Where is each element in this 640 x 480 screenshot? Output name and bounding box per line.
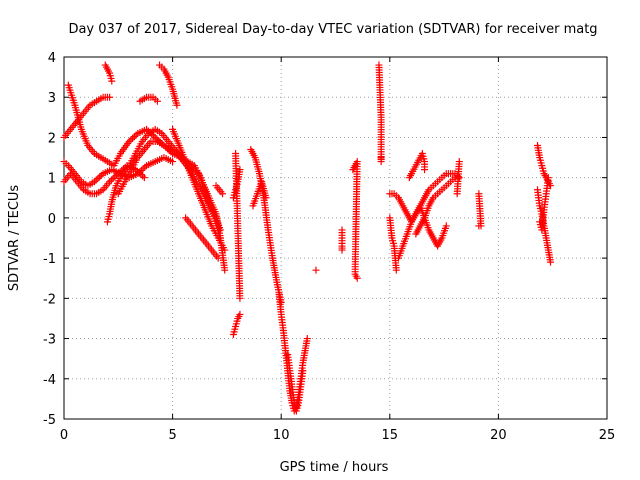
- data-point: [221, 266, 229, 274]
- data-point: [338, 246, 346, 254]
- x-tick-label: 0: [60, 428, 68, 443]
- series-arc27: [412, 174, 459, 238]
- y-tick-label: 1: [48, 172, 56, 187]
- series-arc9: [156, 61, 181, 109]
- data-point: [153, 97, 161, 105]
- x-tick-label: 5: [168, 428, 176, 443]
- data-point: [130, 133, 138, 141]
- x-tick-label: 20: [490, 428, 507, 443]
- series-arc22: [349, 158, 361, 282]
- data-point: [96, 173, 104, 181]
- series-arc1: [60, 93, 114, 141]
- series-arc21: [338, 226, 346, 254]
- series-arc17: [249, 178, 270, 210]
- data-point: [299, 367, 307, 375]
- data-point: [312, 266, 320, 274]
- data-point: [421, 166, 429, 174]
- y-tick-label: 2: [48, 131, 56, 146]
- y-tick-label: -2: [43, 292, 56, 307]
- y-axis-label: SDTVAR / TECUs: [7, 185, 22, 292]
- series-arc23: [375, 61, 385, 166]
- chart-title: Day 037 of 2017, Sidereal Day-to-day VTE…: [68, 22, 597, 37]
- series-arc12: [212, 182, 227, 198]
- series-arc33: [536, 174, 552, 234]
- data-point: [475, 222, 483, 230]
- data-point: [106, 93, 114, 101]
- x-tick-label: 25: [599, 428, 616, 443]
- y-tick-label: -5: [43, 413, 56, 428]
- y-tick-label: 3: [48, 91, 56, 106]
- data-point: [236, 294, 244, 302]
- data-point: [129, 134, 137, 142]
- series-arc31: [533, 141, 555, 190]
- data-point: [377, 154, 385, 162]
- data-point: [236, 310, 244, 318]
- data-point: [219, 190, 227, 198]
- series-arc13: [229, 310, 244, 339]
- plot-frame: [63, 56, 608, 420]
- series-arc11: [182, 214, 222, 262]
- data-point: [547, 258, 555, 266]
- data-point: [221, 246, 229, 254]
- axis-ticks: 0 5 10 15 20 25 -5 -4 -3 -2 -1 0 1 2 3 4: [43, 51, 615, 443]
- data-point: [169, 158, 177, 166]
- data-point: [303, 335, 311, 343]
- data-point: [451, 174, 459, 182]
- data-points: [60, 61, 555, 415]
- data-point: [262, 194, 270, 202]
- y-tick-label: -3: [43, 333, 56, 348]
- data-point: [108, 77, 116, 85]
- data-point: [392, 266, 400, 274]
- series-arc15: [232, 150, 244, 302]
- series-arc24: [386, 214, 400, 274]
- y-tick-label: 0: [48, 212, 56, 227]
- x-tick-label: 10: [273, 428, 290, 443]
- series-arc32: [533, 186, 555, 266]
- series-arc16: [247, 146, 285, 306]
- series-arc29: [453, 158, 463, 198]
- series-arc26: [394, 202, 450, 262]
- series-arc3: [60, 162, 148, 198]
- data-point: [544, 174, 552, 182]
- data-point: [111, 173, 119, 181]
- series-arc28: [405, 150, 429, 182]
- data-point: [455, 158, 463, 166]
- series-arc10: [169, 125, 229, 254]
- y-tick-label: -1: [43, 252, 56, 267]
- series-arc20: [312, 266, 320, 274]
- data-point: [442, 222, 450, 230]
- series-arc30: [475, 190, 485, 230]
- data-point: [214, 254, 222, 262]
- data-point: [173, 101, 181, 109]
- series-arc8: [136, 93, 161, 105]
- data-point: [94, 174, 102, 182]
- x-axis-label: GPS time / hours: [280, 460, 389, 475]
- y-tick-label: 4: [48, 51, 56, 66]
- data-point: [236, 166, 244, 174]
- data-point: [353, 274, 361, 282]
- grid: [64, 57, 607, 419]
- data-point: [140, 174, 148, 182]
- series-arc19: [284, 351, 307, 415]
- x-tick-label: 15: [382, 428, 399, 443]
- series-arc6: [101, 61, 116, 85]
- y-tick-label: -4: [43, 373, 56, 388]
- data-point: [216, 226, 224, 234]
